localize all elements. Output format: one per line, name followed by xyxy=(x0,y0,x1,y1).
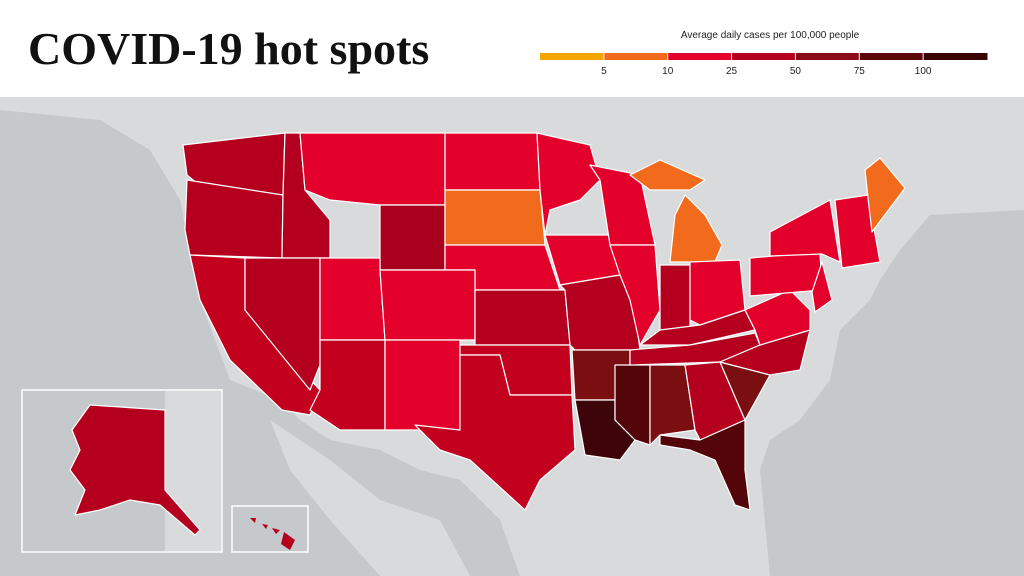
state xyxy=(811,261,833,313)
state xyxy=(384,339,461,431)
legend-tick-label: 25 xyxy=(726,66,738,77)
state xyxy=(309,339,386,431)
state xyxy=(69,404,201,536)
mexico xyxy=(270,420,470,576)
state xyxy=(262,524,268,529)
legend-swatch xyxy=(859,53,924,60)
legend-tick-label: 50 xyxy=(790,66,802,77)
legend-tick-label: 100 xyxy=(915,66,932,77)
state xyxy=(834,194,881,269)
state xyxy=(319,257,386,341)
state xyxy=(629,159,706,191)
state xyxy=(659,264,691,331)
state xyxy=(749,251,823,297)
legend-swatch xyxy=(603,53,669,60)
inset-frame xyxy=(231,505,309,553)
states xyxy=(182,132,906,511)
state xyxy=(719,329,811,376)
legend-tick-label: 5 xyxy=(601,66,607,77)
state xyxy=(272,528,280,534)
legend-swatch xyxy=(667,53,733,60)
state xyxy=(299,132,446,206)
state xyxy=(769,199,841,263)
state xyxy=(659,419,751,511)
legend-swatch xyxy=(923,53,988,60)
state xyxy=(444,132,541,191)
alaska-inset xyxy=(21,389,223,553)
legend-swatch xyxy=(540,53,605,60)
state xyxy=(184,179,284,259)
state xyxy=(379,269,476,341)
state xyxy=(864,157,906,233)
state xyxy=(281,532,295,550)
state xyxy=(244,257,321,391)
state xyxy=(536,132,601,236)
state xyxy=(379,204,446,271)
title: COVID-19 hot spots xyxy=(28,23,429,74)
legend-tick-label: 10 xyxy=(662,66,674,77)
header xyxy=(0,0,1024,97)
state xyxy=(649,364,696,446)
legend-swatch xyxy=(795,53,860,60)
state xyxy=(474,289,571,346)
legend-tick-label: 75 xyxy=(854,66,866,77)
state xyxy=(414,354,576,511)
state xyxy=(250,518,256,523)
legend-swatch xyxy=(731,53,796,60)
hawaii-inset xyxy=(231,505,309,553)
state xyxy=(444,189,546,246)
legend: 5 10 25 50 75 100 xyxy=(540,53,988,77)
legend-title: Average daily cases per 100,000 people xyxy=(681,30,860,41)
